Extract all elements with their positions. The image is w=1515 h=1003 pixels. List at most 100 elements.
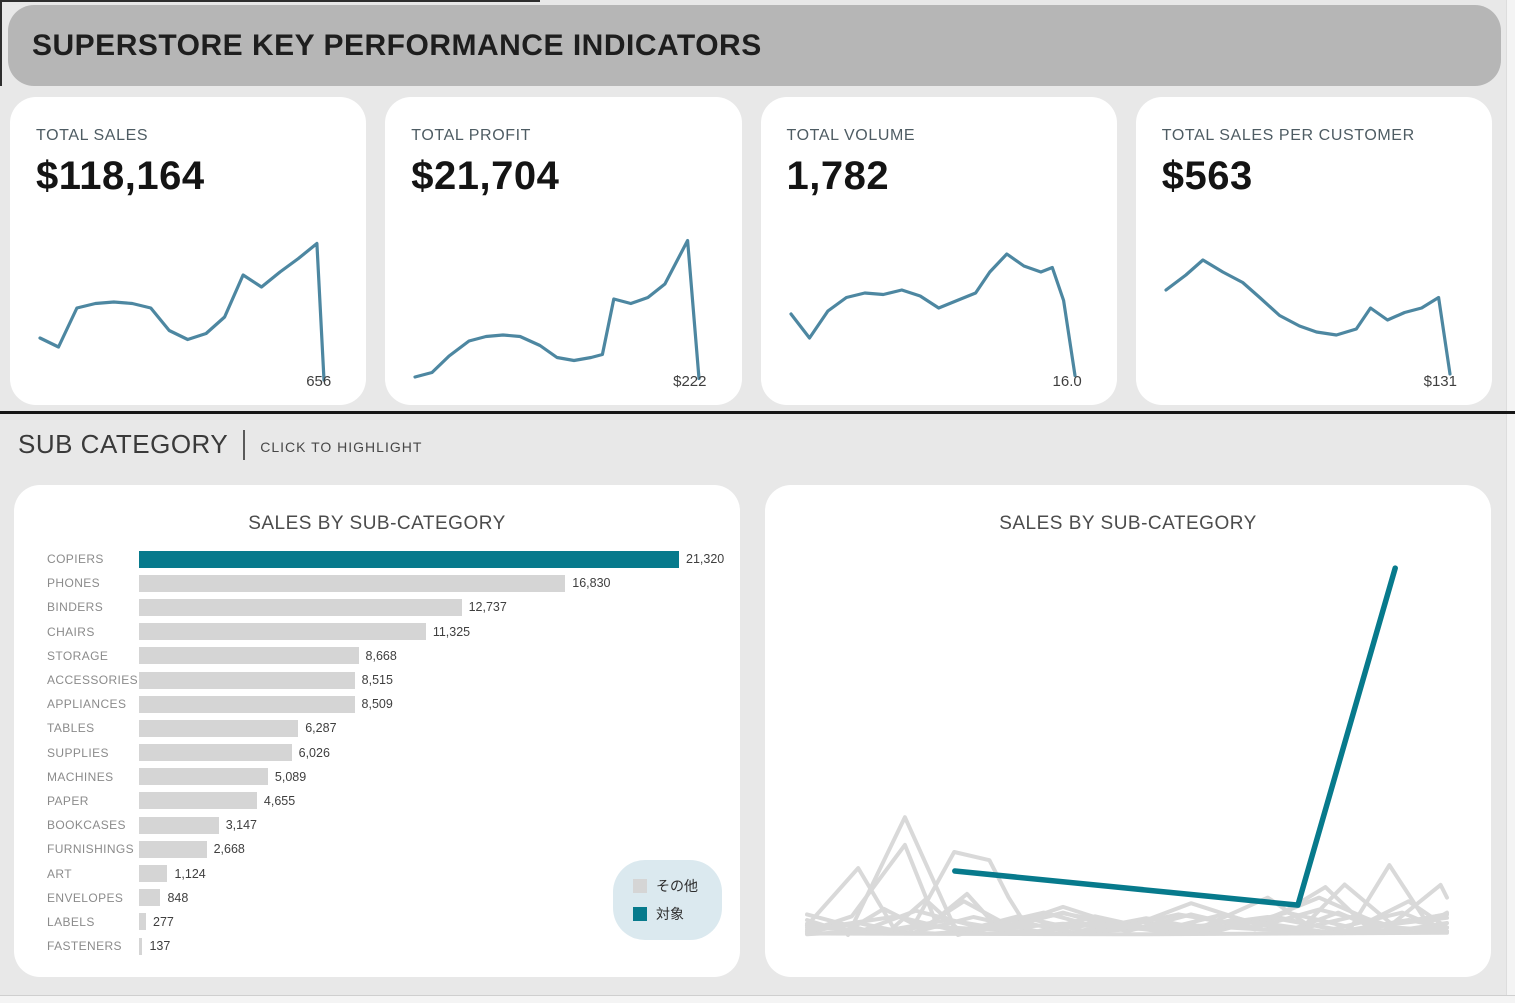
- bar-value-label: 21,320: [686, 552, 725, 567]
- bar[interactable]: [139, 792, 257, 810]
- sparkline-end-label: $222: [673, 373, 707, 390]
- bar-row-storage[interactable]: STORAGE 8,668: [14, 644, 726, 668]
- line-chart-svg: [805, 565, 1449, 937]
- kpi-card-total-profit: TOTAL PROFIT $21,704 $222: [385, 97, 742, 405]
- sparkline-end-label: 16.0: [1052, 373, 1082, 390]
- bar-value-label: 8,509: [361, 697, 393, 712]
- bar-row-phones[interactable]: PHONES 16,830: [14, 571, 726, 595]
- kpi-sparkline: $131: [1158, 223, 1470, 393]
- line-series-highlight[interactable]: [952, 565, 1398, 908]
- bar-chart-card: SALES BY SUB-CATEGORY COPIERS 21,320 PHONE…: [14, 485, 740, 977]
- bar[interactable]: [139, 768, 268, 786]
- bar[interactable]: [139, 840, 207, 858]
- bar-row-labels[interactable]: LABELS 277: [14, 910, 726, 934]
- bar[interactable]: [139, 937, 143, 955]
- bar-category-label: BINDERS: [47, 600, 104, 615]
- window-left-edge: [0, 0, 2, 86]
- bar-row-fasteners[interactable]: FASTENERS 137: [14, 934, 726, 958]
- window-top-edge: [0, 0, 540, 2]
- bar[interactable]: [139, 816, 219, 834]
- bar-row-appliances[interactable]: APPLIANCES 8,509: [14, 692, 726, 716]
- line-chart-card: SALES BY SUB-CATEGORY: [765, 485, 1491, 977]
- legend-item-target[interactable]: 対象: [633, 904, 698, 924]
- bar[interactable]: [139, 889, 161, 907]
- kpi-label: TOTAL SALES: [36, 127, 149, 144]
- bar-category-label: FURNISHINGS: [47, 842, 135, 857]
- legend-item-others[interactable]: その他: [633, 876, 698, 896]
- sparkline-svg: [1164, 258, 1452, 376]
- bar[interactable]: [139, 647, 359, 665]
- kpi-value: $118,164: [36, 154, 205, 198]
- bar[interactable]: [139, 598, 462, 616]
- bar-value-label: 16,830: [572, 576, 611, 591]
- bar-track: 1,124: [139, 865, 726, 883]
- bar-row-supplies[interactable]: SUPPLIES 6,026: [14, 741, 726, 765]
- kpi-row: TOTAL SALES $118,164 656 TOTAL PROFIT $2…: [10, 97, 1492, 405]
- section-divider: [0, 411, 1515, 414]
- line-series-other-4[interactable]: [805, 895, 1449, 934]
- sub-category-section-header: SUB CATEGORY CLICK TO HIGHLIGHT: [18, 429, 422, 460]
- bar-track: 277: [139, 913, 726, 931]
- bar[interactable]: [139, 865, 168, 883]
- bar-category-label: PAPER: [47, 793, 89, 808]
- bar[interactable]: [139, 574, 566, 592]
- bar-value-label: 848: [167, 890, 189, 905]
- bar-chart-title: SALES BY SUB-CATEGORY: [248, 513, 506, 534]
- sparkline-path: [788, 252, 1077, 378]
- bar-row-binders[interactable]: BINDERS 12,737: [14, 595, 726, 619]
- line-series-other-10[interactable]: [805, 930, 1449, 937]
- bar[interactable]: [139, 744, 292, 762]
- bar-category-label: ART: [47, 866, 72, 881]
- bar-category-label: BOOKCASES: [47, 818, 126, 833]
- bar[interactable]: [139, 623, 426, 641]
- bar-value-label: 11,325: [432, 624, 471, 639]
- bar-row-accessories[interactable]: ACCESSORIES 8,515: [14, 668, 726, 692]
- bar-value-label: 277: [153, 914, 174, 929]
- bar-value-label: 3,147: [225, 818, 257, 833]
- bar-value-label: 6,026: [298, 745, 330, 760]
- bar[interactable]: [139, 671, 355, 689]
- bar-category-label: CHAIRS: [47, 624, 95, 639]
- bar-track: 6,026: [139, 744, 726, 762]
- bar[interactable]: [139, 719, 299, 737]
- bar-row-envelopes[interactable]: ENVELOPES 848: [14, 886, 726, 910]
- bar-category-label: FASTENERS: [47, 939, 122, 954]
- bar-category-label: ENVELOPES: [47, 890, 124, 905]
- dashboard-title: SUPERSTORE KEY PERFORMANCE INDICATORS: [32, 28, 762, 62]
- bar-row-bookcases[interactable]: BOOKCASES 3,147: [14, 813, 726, 837]
- section-title: SUB CATEGORY: [18, 429, 229, 459]
- bar-value-label: 8,515: [361, 673, 393, 688]
- right-edge-strip: [1506, 0, 1515, 1003]
- sparkline-path: [38, 241, 326, 382]
- bar-row-copiers[interactable]: COPIERS 21,320: [14, 547, 726, 571]
- legend-swatch-target: [633, 907, 647, 921]
- bar-track: 3,147: [139, 816, 726, 834]
- line-series-other-9[interactable]: [805, 882, 1449, 936]
- bar[interactable]: [139, 695, 355, 713]
- dashboard-title-band: SUPERSTORE KEY PERFORMANCE INDICATORS: [8, 5, 1501, 86]
- kpi-value: 1,782: [786, 154, 890, 198]
- sparkline-end-label: 656: [306, 373, 332, 390]
- line-series-other-8[interactable]: [805, 911, 1449, 936]
- bar-value-label: 2,668: [213, 842, 245, 857]
- kpi-card-sales-per-customer: TOTAL SALES PER CUSTOMER $563 $131: [1135, 97, 1492, 405]
- bar[interactable]: [139, 913, 147, 931]
- legend-label-target: 対象: [656, 906, 684, 922]
- kpi-card-total-sales: TOTAL SALES $118,164 656: [10, 97, 367, 405]
- kpi-value: $563: [1161, 154, 1253, 198]
- bar-row-art[interactable]: ART 1,124: [14, 861, 726, 885]
- line-series-other-11[interactable]: [805, 918, 1449, 936]
- bar-value-label: 1,124: [174, 866, 206, 881]
- bar-row-furnishings[interactable]: FURNISHINGS 2,668: [14, 837, 726, 861]
- legend-label-others: その他: [656, 878, 698, 894]
- sparkline-end-label: $131: [1423, 373, 1457, 390]
- bar-category-label: PHONES: [47, 576, 101, 591]
- kpi-label: TOTAL VOLUME: [786, 127, 916, 144]
- bar-row-paper[interactable]: PAPER 4,655: [14, 789, 726, 813]
- bar-row-chairs[interactable]: CHAIRS 11,325: [14, 620, 726, 644]
- line-chart-title: SALES BY SUB-CATEGORY: [999, 513, 1257, 534]
- bar-track: 5,089: [139, 768, 726, 786]
- bar-highlighted[interactable]: [139, 550, 679, 568]
- bar-row-machines[interactable]: MACHINES 5,089: [14, 765, 726, 789]
- bar-row-tables[interactable]: TABLES 6,287: [14, 716, 726, 740]
